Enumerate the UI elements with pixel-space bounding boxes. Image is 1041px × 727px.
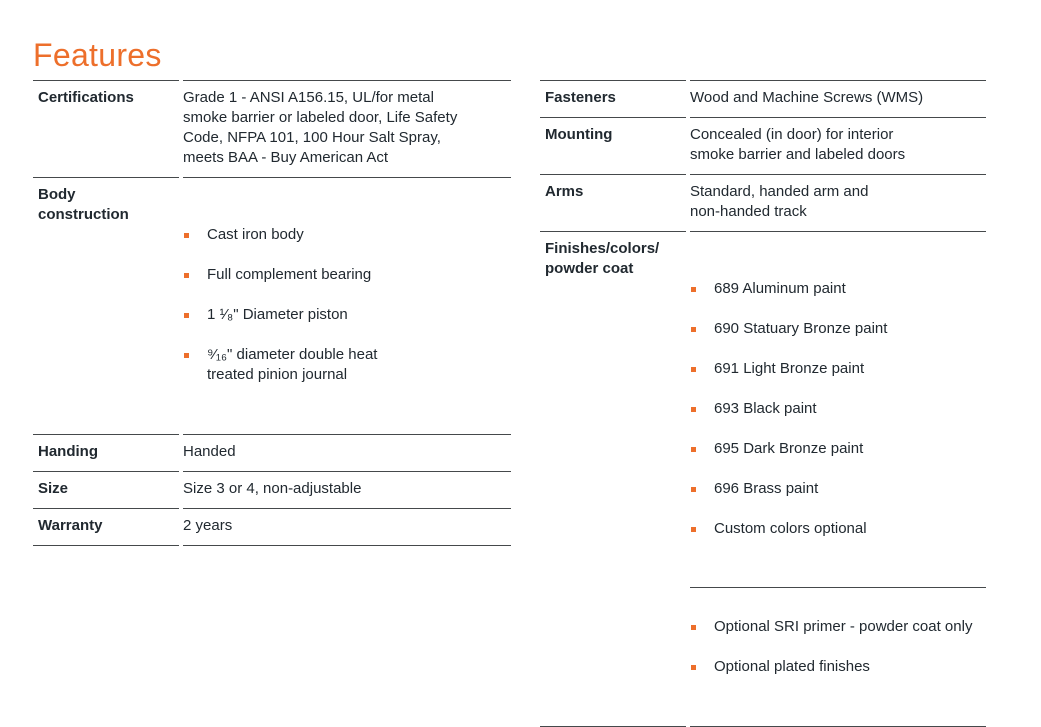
list-item: 695 Dark Bronze paint [690, 439, 986, 459]
spec-table-right: Fasteners Wood and Machine Screws (WMS) … [540, 80, 986, 727]
page-title: Features [33, 37, 162, 74]
finishes-optional-list: Optional SRI primer - powder coat only O… [690, 587, 986, 697]
spec-label: Fasteners [540, 80, 686, 117]
bullet-icon [691, 665, 696, 670]
row-mounting: Mounting Concealed (in door) for interio… [540, 117, 986, 174]
row-finishes: Finishes/colors/ powder coat 689 Aluminu… [540, 231, 986, 727]
bullet-text: 1 ¹⁄₈" Diameter piston [207, 306, 348, 323]
row-body-construction: Body construction Cast iron body Full co… [33, 177, 511, 434]
list-item: 691 Light Bronze paint [690, 359, 986, 379]
bullet-text: 696 Brass paint [714, 480, 819, 497]
row-handing: Handing Handed [33, 434, 511, 471]
row-certifications: Certifications Grade 1 - ANSI A156.15, U… [33, 80, 511, 177]
list-item: ⁹⁄₁₆" diameter double heat treated pinio… [183, 345, 511, 385]
row-fasteners: Fasteners Wood and Machine Screws (WMS) [540, 80, 986, 117]
spec-value: Concealed (in door) for interior smoke b… [690, 117, 986, 174]
bullet-text: 689 Aluminum paint [714, 280, 846, 297]
spec-label: Handing [33, 434, 179, 471]
row-warranty: Warranty 2 years [33, 508, 511, 546]
bullet-icon [691, 527, 696, 532]
spec-value: Handed [183, 434, 511, 471]
spec-value: Size 3 or 4, non-adjustable [183, 471, 511, 508]
spec-value: Wood and Machine Screws (WMS) [690, 80, 986, 117]
list-item: 689 Aluminum paint [690, 279, 986, 299]
list-item: 690 Statuary Bronze paint [690, 319, 986, 339]
finishes-list: 689 Aluminum paint 690 Statuary Bronze p… [690, 259, 986, 559]
bullet-icon [691, 487, 696, 492]
bullet-text: Custom colors optional [714, 520, 867, 537]
bullet-text: Cast iron body [207, 226, 304, 243]
spec-value: Standard, handed arm and non-handed trac… [690, 174, 986, 231]
bullet-text: 693 Black paint [714, 400, 817, 417]
spec-label: Finishes/colors/ powder coat [540, 231, 686, 727]
bullet-icon [691, 367, 696, 372]
bullet-icon [184, 273, 189, 278]
bullet-text: Optional plated finishes [714, 658, 870, 675]
spec-value: 689 Aluminum paint 690 Statuary Bronze p… [690, 231, 986, 727]
bullet-icon [691, 407, 696, 412]
bullet-icon [184, 233, 189, 238]
spec-label: Certifications [33, 80, 179, 177]
list-item: 696 Brass paint [690, 479, 986, 499]
bullet-text: 691 Light Bronze paint [714, 360, 865, 377]
spec-label: Size [33, 471, 179, 508]
list-item: Optional plated finishes [690, 657, 986, 677]
list-item: Custom colors optional [690, 519, 986, 539]
spec-label: Arms [540, 174, 686, 231]
bullet-icon [691, 327, 696, 332]
list-item: Cast iron body [183, 225, 511, 245]
bullet-text: Full complement bearing [207, 266, 372, 283]
bullet-icon [691, 625, 696, 630]
spec-value: Cast iron body Full complement bearing 1… [183, 177, 511, 434]
spec-value: 2 years [183, 508, 511, 546]
spec-table-left: Certifications Grade 1 - ANSI A156.15, U… [33, 80, 511, 546]
row-size: Size Size 3 or 4, non-adjustable [33, 471, 511, 508]
bullet-icon [691, 447, 696, 452]
bullet-text: ⁹⁄₁₆" diameter double heat treated pinio… [207, 346, 378, 383]
spec-label: Mounting [540, 117, 686, 174]
list-item: 1 ¹⁄₈" Diameter piston [183, 305, 511, 325]
list-item: 693 Black paint [690, 399, 986, 419]
spec-label: Warranty [33, 508, 179, 546]
bullet-icon [184, 353, 189, 358]
spec-value: Grade 1 - ANSI A156.15, UL/for metal smo… [183, 80, 511, 177]
bullet-icon [184, 313, 189, 318]
spec-label: Body construction [33, 177, 179, 434]
bullet-text: Optional SRI primer - powder coat only [714, 618, 973, 635]
row-arms: Arms Standard, handed arm and non-handed… [540, 174, 986, 231]
list-item: Optional SRI primer - powder coat only [690, 617, 986, 637]
bullet-text: 690 Statuary Bronze paint [714, 320, 888, 337]
list-item: Full complement bearing [183, 265, 511, 285]
bullet-text: 695 Dark Bronze paint [714, 440, 864, 457]
body-construction-list: Cast iron body Full complement bearing 1… [183, 205, 511, 405]
bullet-icon [691, 287, 696, 292]
